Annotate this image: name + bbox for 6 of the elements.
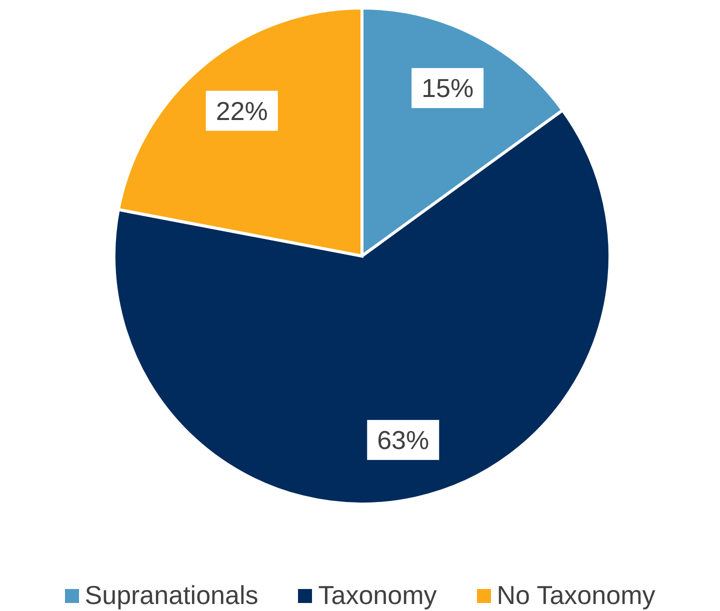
legend-label: No Taxonomy xyxy=(496,580,656,611)
legend-label: Supranationals xyxy=(84,580,258,611)
data-label: 63% xyxy=(377,424,430,455)
legend-label: Taxonomy xyxy=(318,580,437,611)
data-label: 22% xyxy=(216,96,268,126)
data-label: 15% xyxy=(422,73,474,104)
